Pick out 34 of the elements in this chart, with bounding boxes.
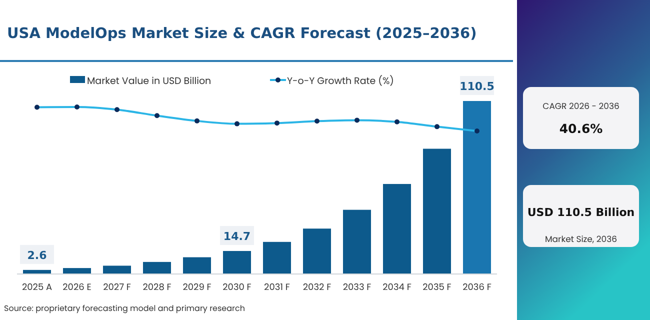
source-note: Source: proprietary forecasting model and primary research (4, 303, 246, 314)
bar (183, 257, 211, 274)
text: Market Size, 2036 (544, 233, 618, 245)
x-tick-label: 2027 F (103, 282, 132, 294)
data-label: 110.5 (460, 80, 494, 93)
chart-title: USA ModelOps Market Size & CAGR Forecast (2025–2036) (7, 26, 477, 42)
bar (343, 210, 371, 274)
data-label: 2.6 (27, 248, 48, 262)
x-tick-label: 2035 F (422, 282, 452, 294)
x-tick-label: 2028 F (142, 282, 172, 294)
x-tick-label: 2026 E (62, 282, 92, 294)
x-tick-label: 2030 F (222, 282, 252, 294)
bar (463, 101, 491, 274)
x-tick-label: 2031 F (264, 282, 290, 294)
text: USD 110.5 Billion (527, 206, 635, 219)
bar (103, 266, 131, 274)
bar (63, 268, 91, 274)
data-label: 14.7 (223, 230, 251, 243)
bar (143, 262, 171, 274)
x-tick-label: 2033 F (342, 282, 372, 294)
text: 40.6% (559, 121, 604, 136)
x-tick-label: 2025 A (22, 282, 52, 294)
bar (303, 228, 331, 274)
bar (263, 242, 291, 274)
text: CAGR 2026 - 2036 (542, 100, 620, 112)
bar (223, 250, 251, 274)
x-tick-label: 2036 F (462, 282, 492, 294)
bar (383, 184, 411, 274)
legend-label: Market Value in USD Billion (87, 75, 212, 88)
x-tick-label: 2034 F (382, 282, 412, 294)
x-tick-label: 2029 F (182, 282, 212, 294)
bar (423, 148, 451, 274)
x-tick-label: 2032 F (302, 282, 332, 294)
legend-label: Y-o-Y Growth Rate (%) (287, 75, 394, 88)
